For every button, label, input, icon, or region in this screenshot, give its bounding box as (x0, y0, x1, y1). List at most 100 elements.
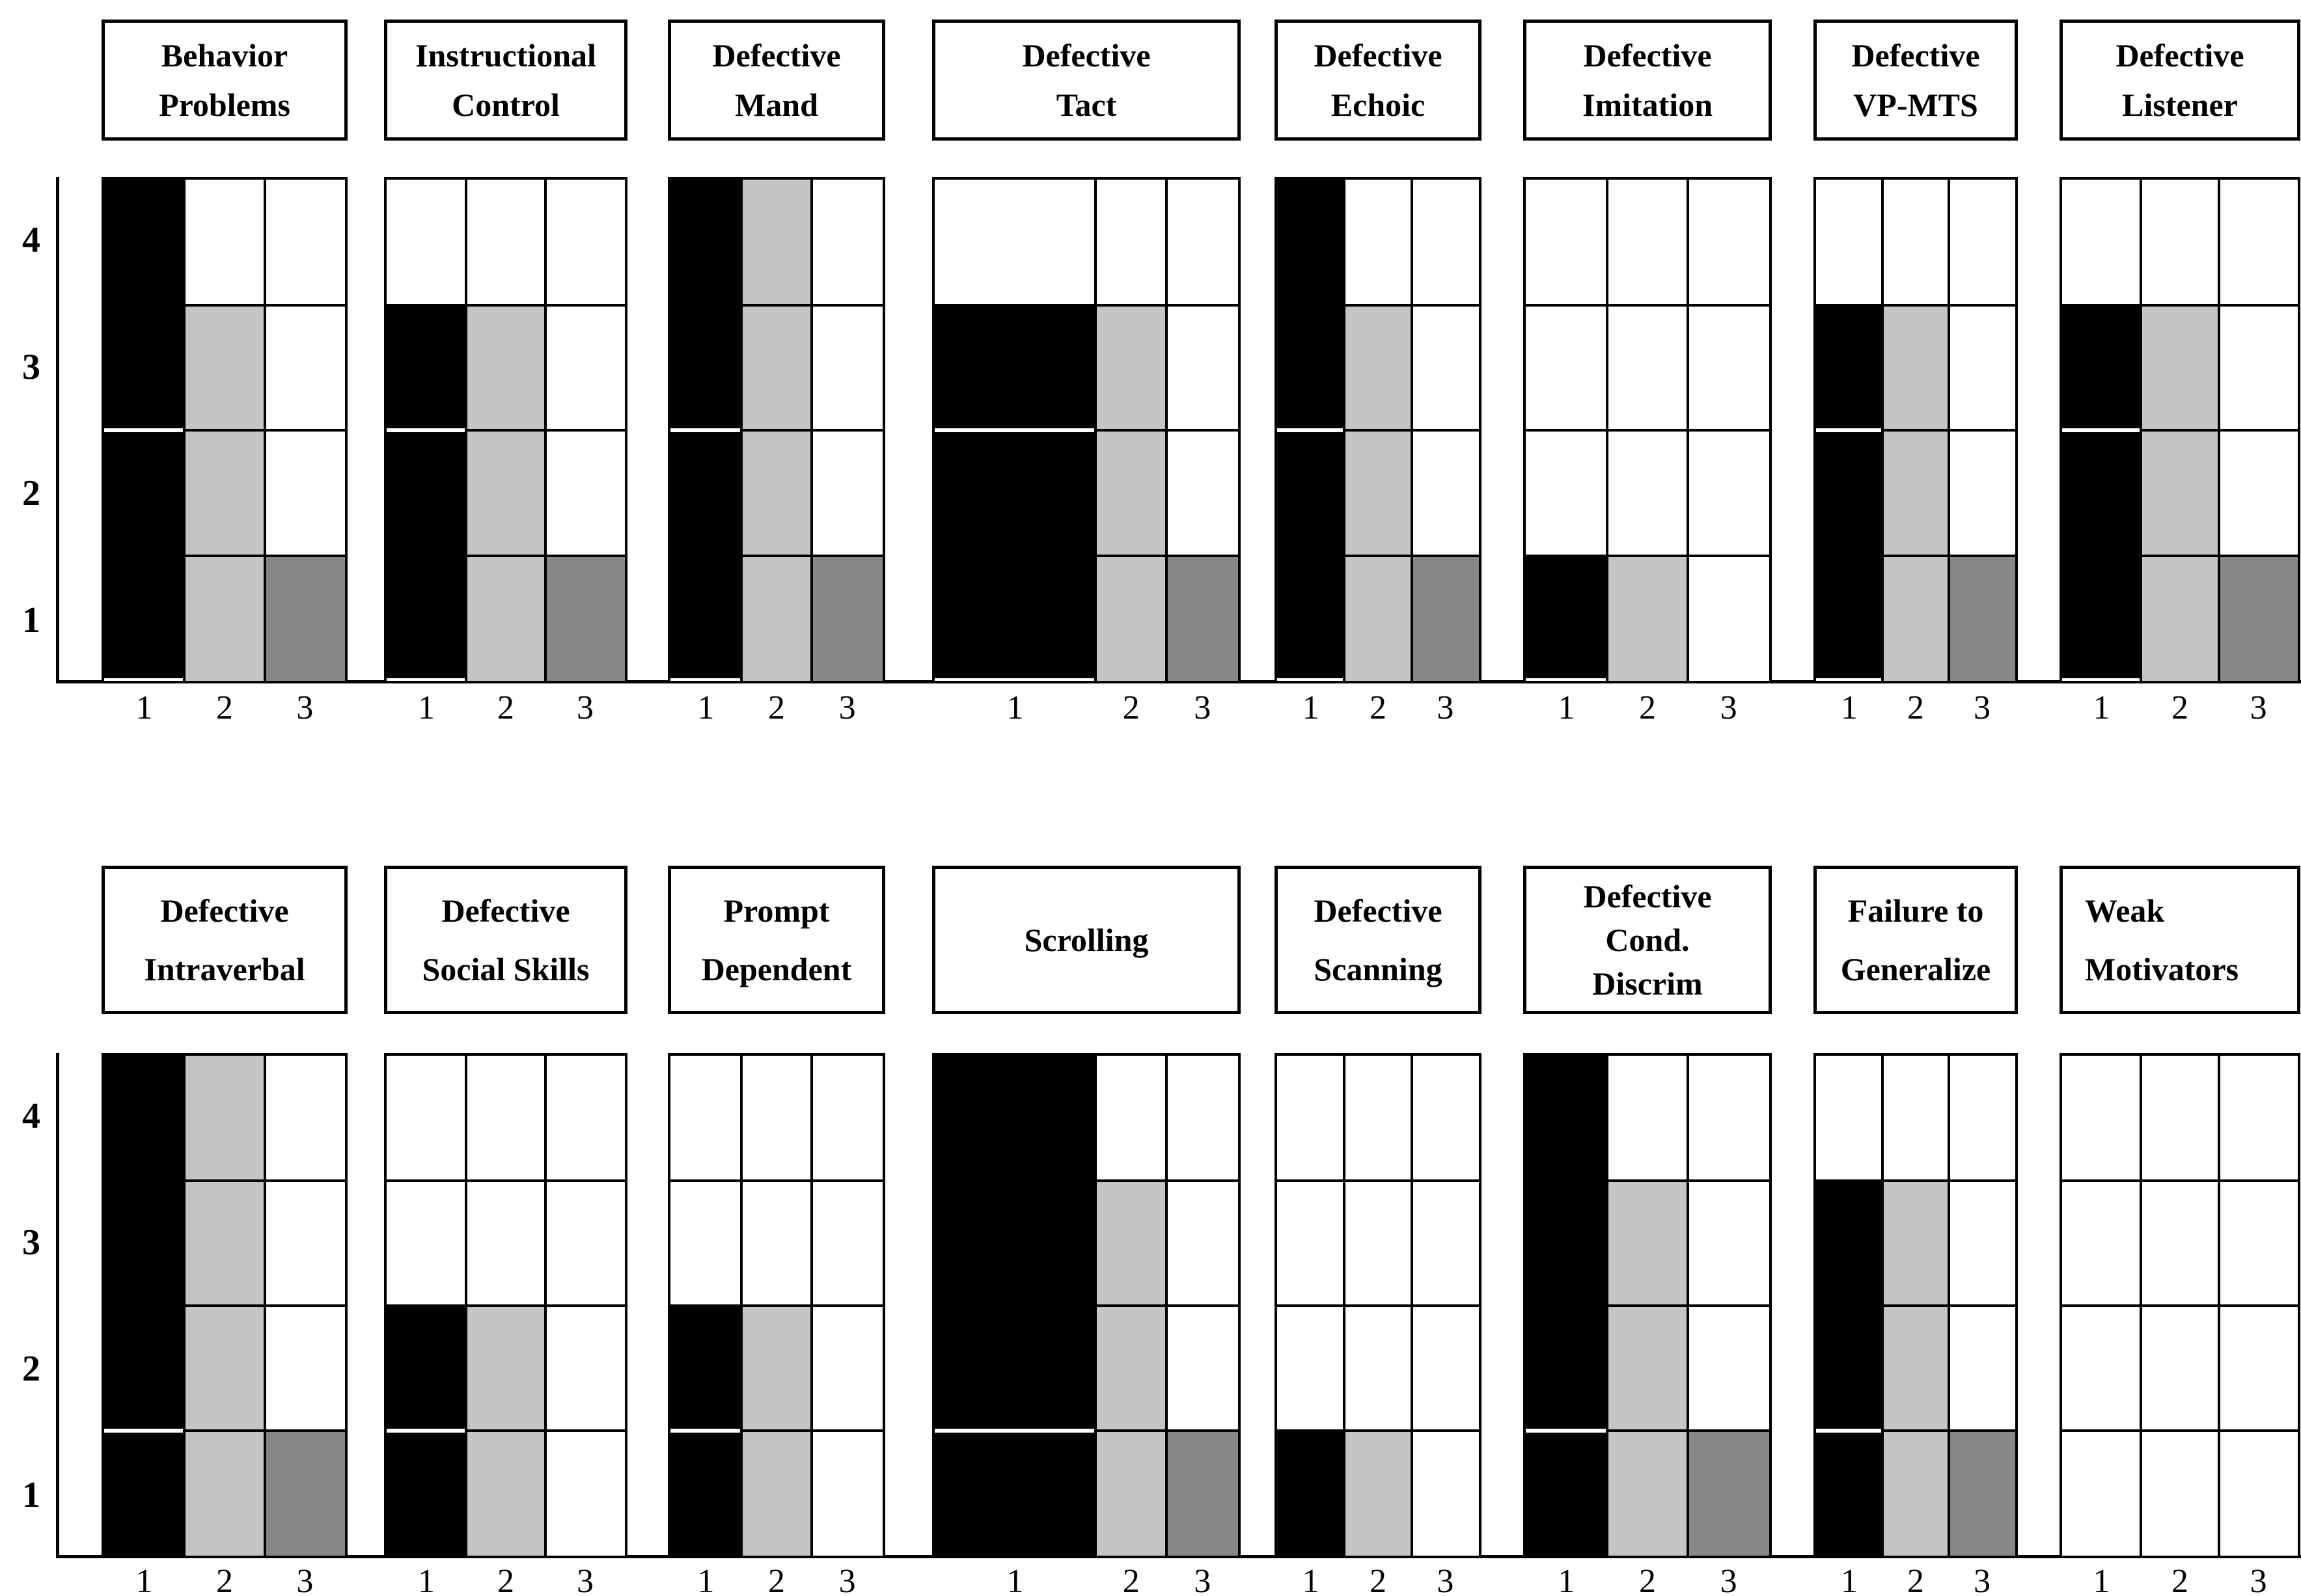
panel-grid (1813, 177, 2018, 683)
gridline-horizontal (1816, 554, 2015, 557)
gridline-horizontal (1277, 1179, 1479, 1182)
bar-divider-line (2062, 428, 2141, 432)
gridline-vertical (1410, 180, 1413, 681)
x-axis-label: 3 (1720, 689, 1737, 726)
panel-title-box: Defective Tact (932, 20, 1241, 141)
panel-title: Scanning (1314, 950, 1442, 987)
y-axis-label: 3 (22, 1222, 40, 1263)
panel-title: Failure to (1847, 892, 1984, 929)
x-axis-label: 2 (2171, 1563, 2188, 1596)
gridline-horizontal (2062, 1429, 2298, 1432)
panel-grid (1275, 1053, 1481, 1558)
panel-title-box: Scrolling (932, 866, 1241, 1014)
bar-divider-line (1816, 428, 1882, 432)
gridline-horizontal (104, 1179, 345, 1182)
gridline-horizontal (387, 429, 625, 432)
panel-title: Prompt (723, 892, 830, 929)
bar-divider-line (1526, 1429, 1607, 1433)
bar-assessment-1 (935, 305, 1095, 678)
bar-assessment-1 (1816, 305, 1882, 678)
x-axis-label: 2 (1639, 1563, 1656, 1596)
y-axis-label: 4 (22, 1096, 40, 1136)
x-axis-label: 1 (1558, 689, 1575, 726)
x-axis-label: 3 (1720, 1563, 1737, 1596)
gridline-horizontal (387, 1304, 625, 1307)
bar-divider-line (1816, 1429, 1882, 1433)
x-axis-label: 2 (2171, 689, 2188, 726)
gridline-horizontal (1526, 1429, 1769, 1432)
y-axis-line (56, 177, 59, 683)
panel-grid (384, 177, 627, 683)
x-axis-label: 1 (135, 689, 153, 726)
panel-title: Defective (2115, 37, 2244, 74)
gridline-horizontal (670, 1304, 883, 1307)
x-axis-label: 1 (135, 1563, 153, 1596)
x-axis-label: 2 (216, 689, 233, 726)
gridline-horizontal (1816, 1304, 2015, 1307)
gridline-horizontal (1526, 1179, 1769, 1182)
gridline-vertical (465, 180, 467, 681)
panel-title-box: Defective Cond. Discrim (1523, 866, 1772, 1014)
x-axis-label: 2 (1639, 689, 1656, 726)
panel-title: Behavior (161, 37, 288, 74)
gridline-vertical (263, 180, 266, 681)
bar-assessment-3 (1166, 1431, 1238, 1556)
x-axis-label: 2 (497, 1563, 514, 1596)
x-axis-label: 1 (1302, 1563, 1319, 1596)
gridline-horizontal (1277, 554, 1479, 557)
x-axis-label: 1 (1841, 1563, 1858, 1596)
bar-assessment-2 (1882, 1181, 1949, 1556)
panel-grid (1275, 177, 1481, 683)
x-axis-label: 2 (768, 689, 785, 726)
gridline-vertical (739, 1056, 743, 1556)
x-axis-label: 3 (1437, 689, 1454, 726)
bar-assessment-3 (264, 1431, 345, 1556)
panel-title: Defective (1022, 37, 1151, 74)
bar-assessment-2 (1882, 305, 1949, 681)
y-axis-line (56, 1053, 59, 1558)
x-axis-label: 1 (697, 689, 715, 726)
gridline-vertical (2139, 1056, 2142, 1556)
bar-assessment-1 (1816, 1181, 1882, 1556)
gridline-vertical (1410, 1056, 1413, 1556)
x-axis-label: 1 (418, 689, 435, 726)
panel-title: Motivators (2085, 950, 2239, 987)
bar-divider-line (670, 1429, 741, 1433)
x-axis-label: 3 (296, 1563, 314, 1596)
bar-assessment-3 (1166, 555, 1238, 681)
panel-title: Echoic (1330, 86, 1426, 123)
panel-title: Defective (441, 892, 570, 929)
gridline-horizontal (104, 1429, 345, 1432)
gridline-horizontal (670, 1429, 883, 1432)
panel-title: Defective (1851, 37, 1980, 74)
bar-assessment-3 (545, 555, 625, 681)
gridline-horizontal (387, 303, 625, 307)
gridline-horizontal (1526, 429, 1769, 432)
x-axis-label: 2 (1370, 1563, 1386, 1596)
gridline-horizontal (1816, 303, 2015, 307)
x-axis-label: 1 (1006, 1563, 1024, 1596)
gridline-horizontal (104, 303, 345, 307)
x-axis-label: 3 (838, 1563, 856, 1596)
panel-grid (932, 177, 1241, 683)
panel-title-box: Defective Social Skills (384, 866, 627, 1014)
gridline-horizontal (2062, 1179, 2298, 1182)
x-axis-label: 1 (1558, 1563, 1575, 1596)
gridline-horizontal (1277, 1304, 1479, 1307)
panel-grid (1523, 1053, 1772, 1558)
gridline-vertical (1165, 1056, 1168, 1556)
y-axis-label: 1 (22, 599, 40, 640)
gridline-vertical (1881, 180, 1884, 681)
gridline-horizontal (670, 1179, 883, 1182)
panel-title: Dependent (701, 950, 852, 987)
x-axis-label: 2 (1370, 689, 1386, 726)
panel-title-box: Defective Listener (2060, 20, 2300, 141)
bar-assessment-1 (2062, 305, 2141, 678)
panel-title: Defective (1314, 892, 1442, 929)
gridline-horizontal (1277, 303, 1479, 307)
panel-grid (668, 177, 885, 683)
panel-grid (668, 1053, 885, 1558)
bar-assessment-3 (1949, 1431, 2015, 1556)
gridline-vertical (1687, 1056, 1690, 1556)
